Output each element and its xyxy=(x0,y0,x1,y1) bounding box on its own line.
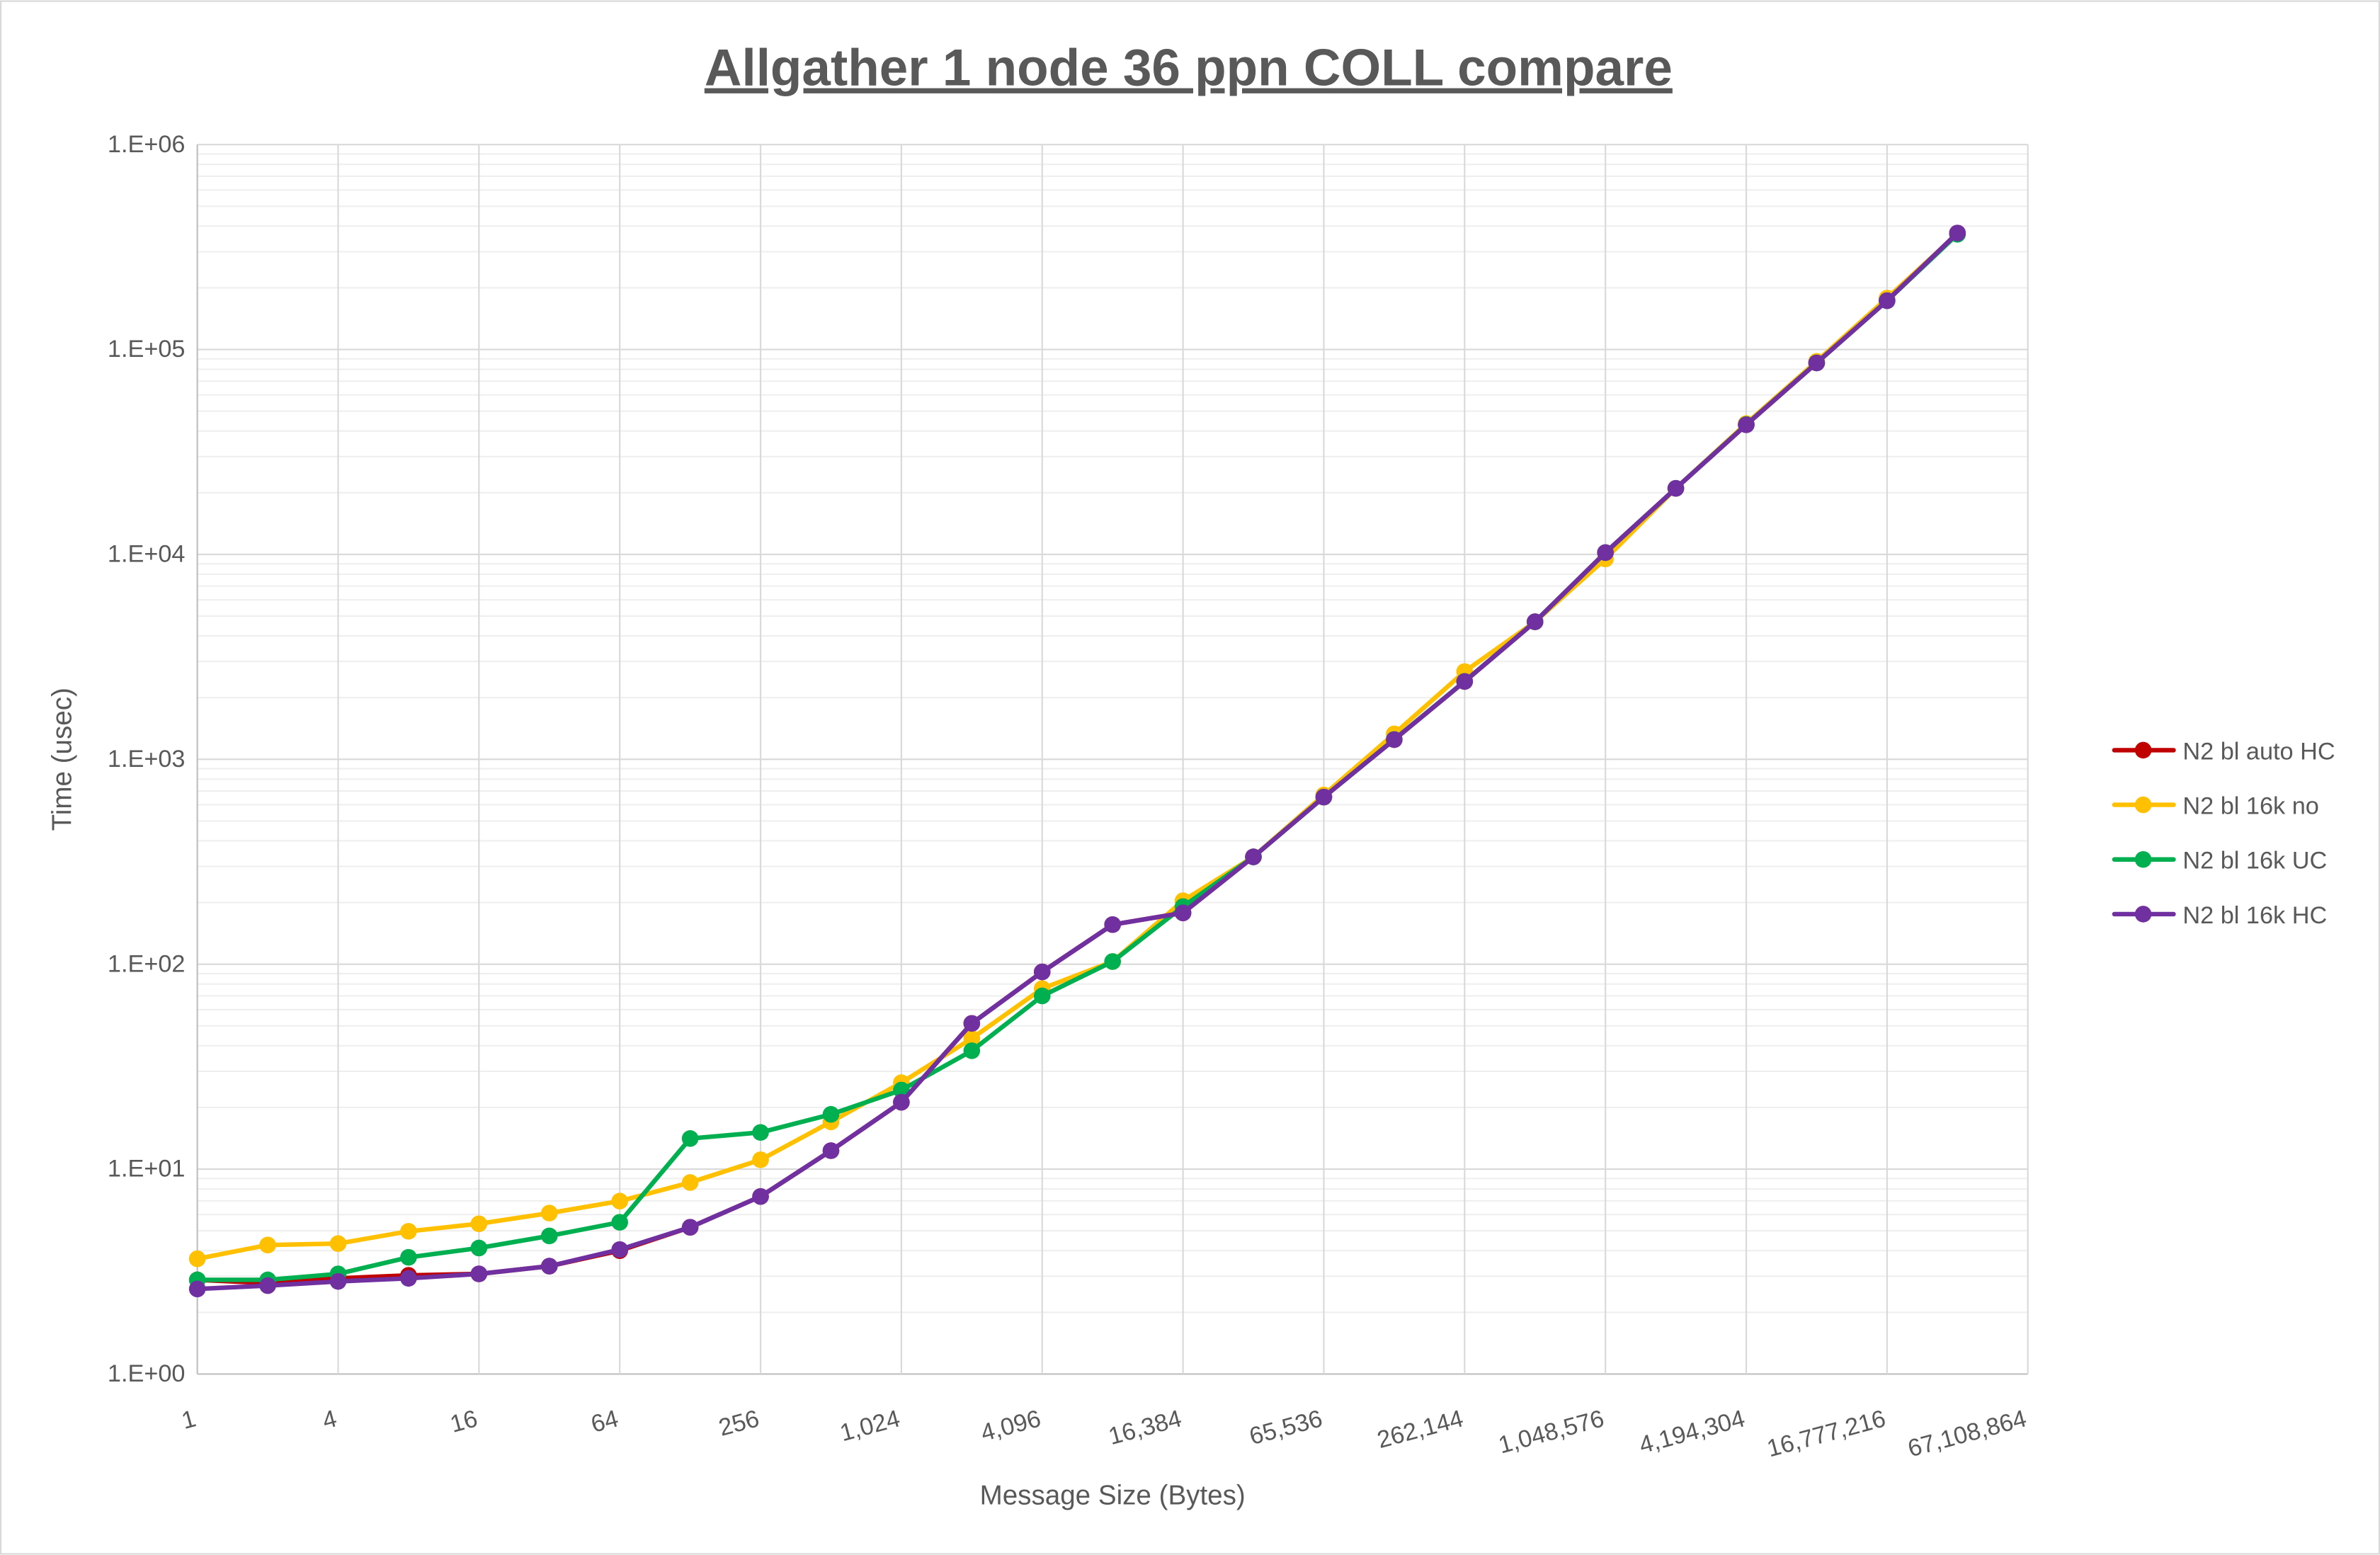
data-point xyxy=(1597,544,1614,562)
legend-label: N2 bl 16k UC xyxy=(2182,848,2327,875)
y-tick-label: 1.E+03 xyxy=(108,746,186,773)
data-point xyxy=(259,1236,276,1254)
data-point xyxy=(540,1258,558,1275)
data-point xyxy=(752,1151,769,1168)
data-point xyxy=(540,1227,558,1245)
data-point xyxy=(470,1239,488,1257)
x-axis-label: Message Size (Bytes) xyxy=(980,1481,1246,1511)
legend: N2 bl auto HC N2 bl 16k no N2 bl 16k UC N2 … xyxy=(2112,738,2335,929)
data-point xyxy=(822,1105,840,1123)
x-tick-label: 16 xyxy=(448,1405,481,1438)
data-point xyxy=(329,1235,347,1253)
data-point xyxy=(188,1280,206,1298)
data-point xyxy=(1104,916,1121,933)
x-tick-label: 64 xyxy=(588,1405,622,1438)
data-point xyxy=(470,1265,488,1282)
data-point xyxy=(681,1174,699,1191)
data-point xyxy=(681,1130,699,1147)
data-point xyxy=(470,1215,488,1233)
series-group xyxy=(188,224,1966,1298)
data-point xyxy=(259,1277,276,1294)
data-point xyxy=(329,1272,347,1290)
data-point xyxy=(1456,673,1474,690)
legend-label: N2 bl auto HC xyxy=(2182,738,2335,765)
data-point xyxy=(1526,613,1544,630)
chart-title: Allgather 1 node 36 ppn COLL compare xyxy=(705,40,1673,97)
data-point xyxy=(1245,848,1262,865)
data-point xyxy=(188,1250,206,1268)
data-point xyxy=(752,1124,769,1141)
legend-marker xyxy=(2134,741,2152,759)
data-point xyxy=(681,1219,699,1236)
series-line-3 xyxy=(197,231,1959,1292)
data-point xyxy=(611,1214,628,1231)
data-point xyxy=(963,1015,981,1032)
data-point xyxy=(1104,953,1121,970)
legend-label: N2 bl 16k no xyxy=(2182,792,2318,819)
data-point xyxy=(1386,731,1403,748)
data-point xyxy=(963,1042,981,1059)
data-point xyxy=(611,1192,628,1209)
data-point xyxy=(1033,987,1051,1005)
data-point xyxy=(1033,963,1051,981)
legend-label: N2 bl 16k HC xyxy=(2182,902,2327,929)
y-tick-label: 1.E+04 xyxy=(108,541,186,568)
legend-marker xyxy=(2134,796,2152,814)
data-point xyxy=(1667,479,1685,497)
legend-marker xyxy=(2134,906,2152,923)
legend-marker xyxy=(2134,850,2152,868)
y-tick-label: 1.E+02 xyxy=(108,950,186,977)
y-axis-label: Time (usec) xyxy=(47,688,78,831)
data-point xyxy=(540,1204,558,1221)
data-point xyxy=(1174,904,1192,921)
data-point xyxy=(400,1270,417,1287)
data-point xyxy=(611,1241,628,1258)
data-point xyxy=(752,1187,769,1205)
gridlines xyxy=(196,144,2029,1375)
y-tick-label: 1.E+05 xyxy=(108,336,186,363)
data-point xyxy=(963,1030,981,1047)
y-tick-label: 1.E+00 xyxy=(108,1360,186,1387)
data-point xyxy=(1949,224,1966,241)
y-tick-label: 1.E+06 xyxy=(108,131,186,158)
data-point xyxy=(1738,416,1755,433)
data-point xyxy=(400,1248,417,1266)
data-point xyxy=(1808,354,1826,372)
data-point xyxy=(1315,788,1333,806)
data-point xyxy=(822,1142,840,1159)
y-tick-label: 1.E+01 xyxy=(108,1156,186,1183)
data-point xyxy=(893,1093,910,1111)
data-point xyxy=(400,1223,417,1240)
data-point xyxy=(1879,292,1896,309)
